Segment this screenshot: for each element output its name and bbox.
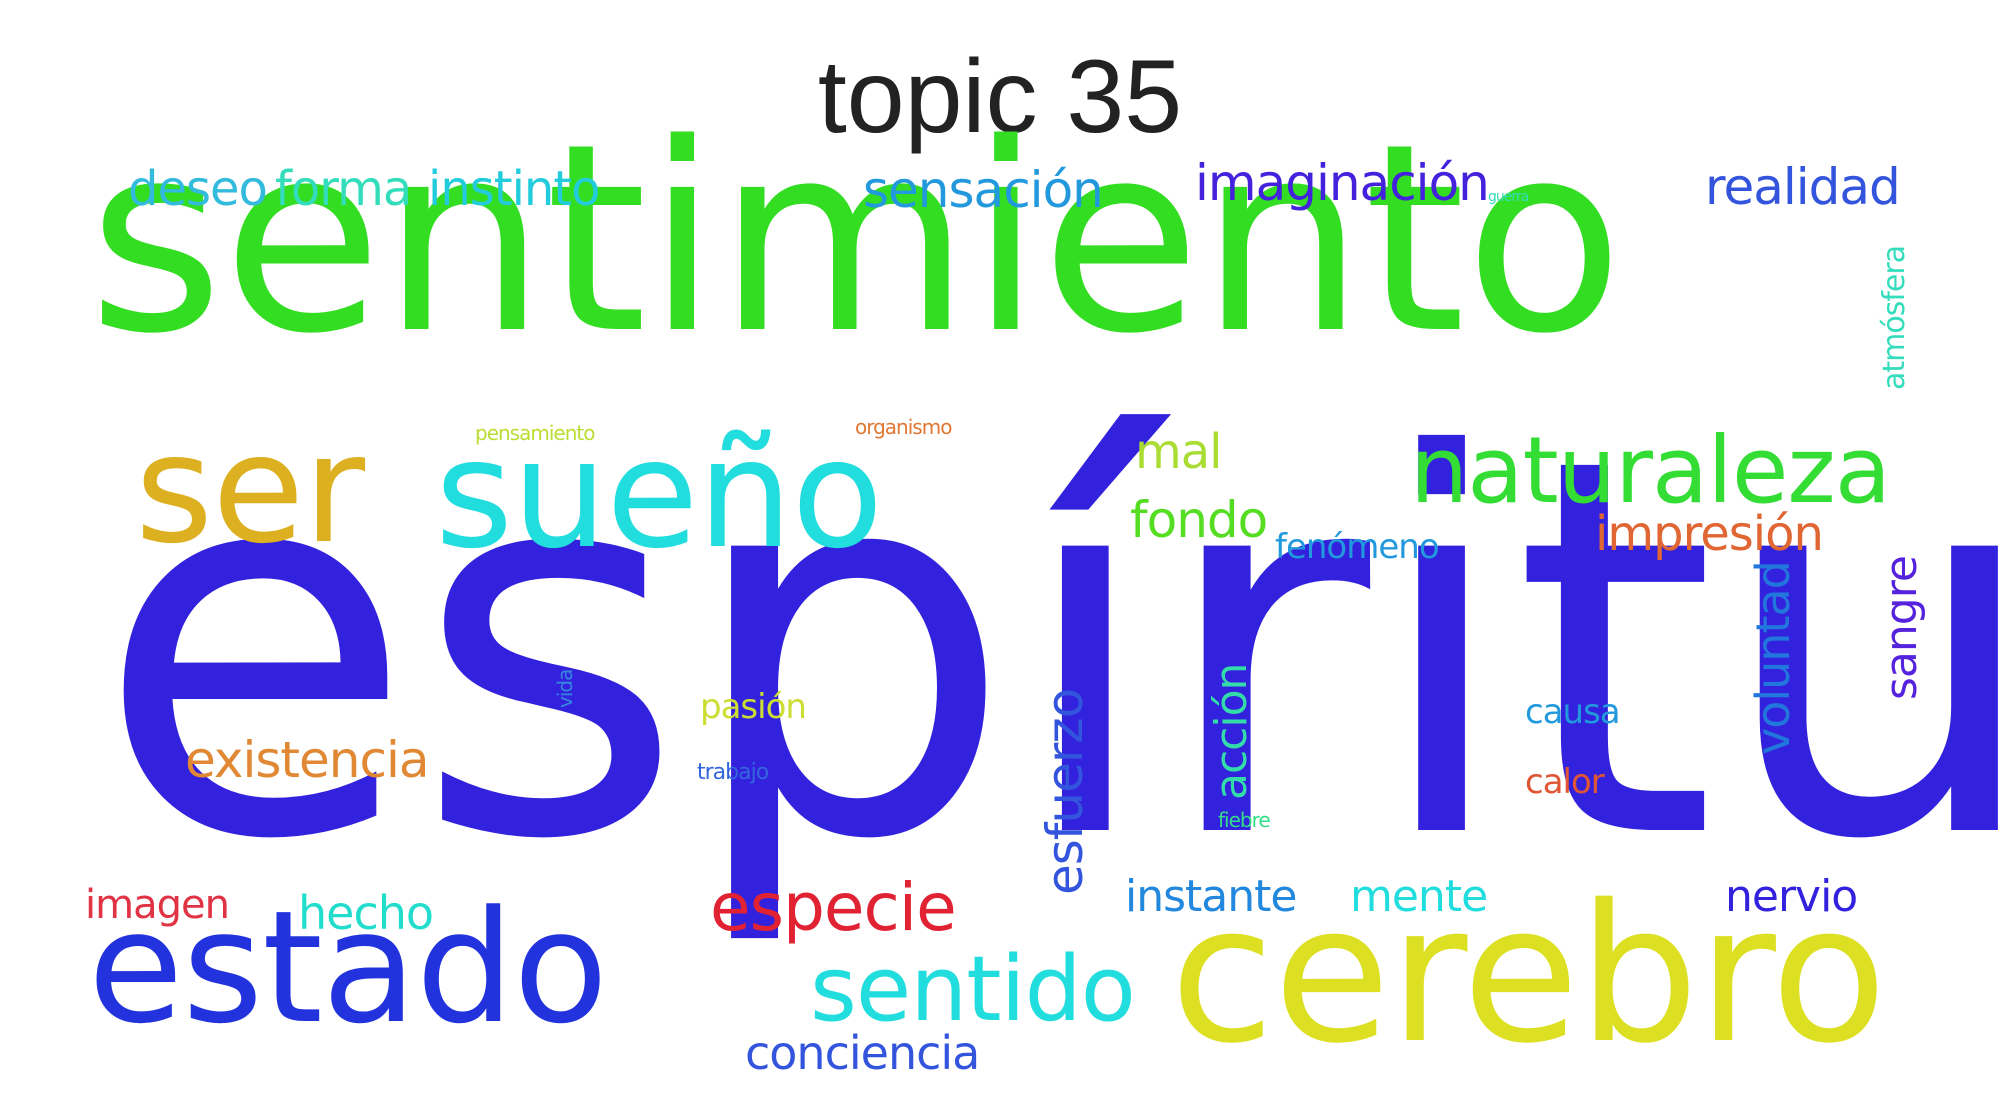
word-calor: calor	[1525, 762, 1605, 802]
word-imagen: imagen	[85, 882, 230, 928]
word-sentido: sentido	[810, 937, 1136, 1042]
word-trabajo: trabajo	[697, 760, 769, 785]
word-instante: instante	[1125, 871, 1297, 922]
word-voluntad: voluntad	[1746, 561, 1800, 755]
chart-title: topic 35	[817, 39, 1183, 155]
word-sangre: sangre	[1876, 556, 1927, 700]
word-instinto: instinto	[428, 161, 601, 217]
word-nervio: nervio	[1725, 871, 1858, 922]
word-impresion: impresión	[1595, 506, 1824, 562]
word-mal: mal	[1135, 424, 1223, 480]
word-hecho: hecho	[298, 886, 434, 940]
word-estado: estado	[88, 877, 608, 1058]
word-fondo: fondo	[1130, 491, 1268, 549]
word-realidad: realidad	[1705, 158, 1901, 216]
word-sueno: sueño	[435, 408, 883, 582]
word-conciencia: conciencia	[745, 1026, 980, 1080]
word-naturaleza: naturaleza	[1410, 417, 1891, 524]
word-deseo: deseo	[128, 161, 268, 217]
word-sensacion: sensación	[863, 161, 1104, 219]
word-existencia: existencia	[185, 731, 429, 789]
word-atmosfera: atmósfera	[1877, 245, 1912, 390]
word-pensamiento: pensamiento	[475, 421, 595, 445]
word-cerebro: cerebro	[1170, 864, 1887, 1085]
word-sentimiento: sentimiento	[88, 89, 1624, 391]
word-organismo: organismo	[855, 415, 952, 439]
word-guerra: guerra	[1488, 189, 1529, 205]
word-especie: especie	[710, 869, 957, 946]
word-fiebre: fiebre	[1218, 808, 1271, 832]
word-ser: ser	[135, 403, 365, 577]
word-vida: vida	[553, 669, 577, 708]
word-fenomeno: fenómeno	[1275, 527, 1440, 567]
word-accion: acción	[1206, 663, 1257, 800]
word-causa: causa	[1525, 692, 1621, 732]
word-pasion: pasión	[700, 687, 807, 727]
word-mente: mente	[1350, 871, 1488, 922]
word-imaginacion: imaginación	[1195, 154, 1490, 212]
word-esfuerzo: esfuerzo	[1036, 688, 1094, 895]
word-espiritu: espíritu	[95, 347, 2000, 953]
word-forma: forma	[275, 161, 412, 217]
